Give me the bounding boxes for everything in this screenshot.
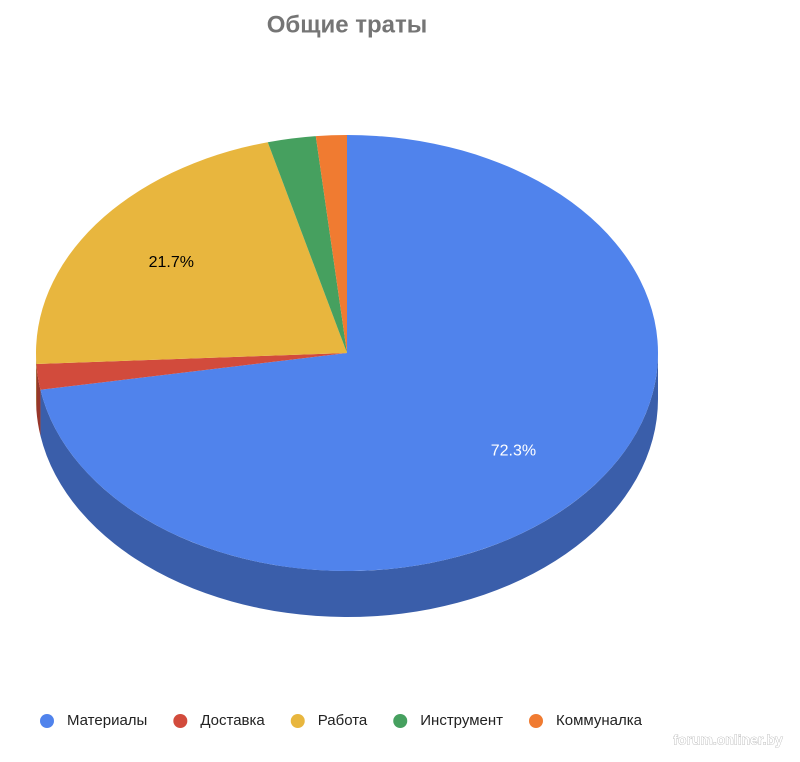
- slice: [40, 135, 658, 571]
- watermark: forum.onliner.by: [673, 732, 783, 748]
- legend-label: Доставка: [200, 712, 265, 729]
- value-label: 72.3%: [491, 443, 536, 460]
- chart-title: Общие траты: [267, 11, 428, 38]
- legend-label: Материалы: [67, 712, 147, 729]
- legend-marker: [393, 714, 408, 728]
- legend-marker: [529, 714, 543, 728]
- value-label: 21.7%: [149, 254, 194, 271]
- slice: [267, 136, 347, 353]
- legend-marker: [40, 714, 54, 728]
- legend-label: Коммуналка: [556, 712, 643, 729]
- slice: [36, 353, 347, 390]
- slice: [35, 142, 347, 364]
- legend-marker: [290, 714, 305, 728]
- legend-label: Работа: [318, 712, 368, 729]
- slice-side: [40, 353, 658, 617]
- legend-label: Инструмент: [420, 712, 503, 729]
- slice-side: [36, 363, 41, 436]
- slice: [315, 135, 347, 353]
- legend-marker: [173, 714, 188, 728]
